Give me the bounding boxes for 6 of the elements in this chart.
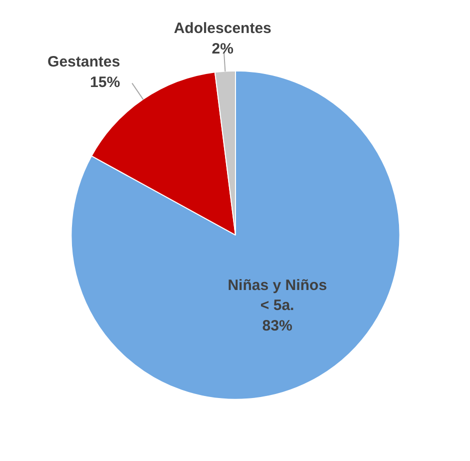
- slice-label: Adolescentes: [174, 20, 272, 37]
- slice-label: Niñas y Niños < 5a.: [228, 276, 327, 314]
- slice-label: Gestantes: [48, 54, 120, 71]
- data-label: 15%: [90, 74, 120, 92]
- data-label: 83%: [262, 318, 292, 335]
- data-label: 2%: [212, 40, 234, 58]
